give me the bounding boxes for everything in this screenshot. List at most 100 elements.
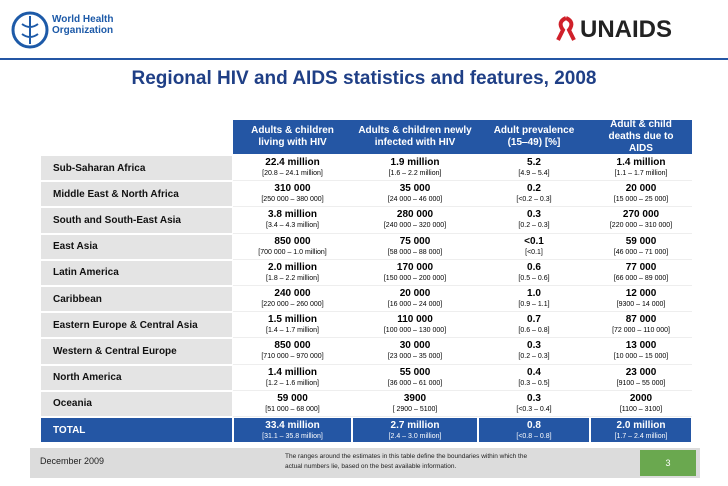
range: [36 000 – 61 000] (387, 379, 443, 387)
estimate: 0.6 (527, 261, 541, 273)
range: [250 000 – 380 000] (261, 196, 324, 204)
estimate: 35 000 (399, 183, 431, 195)
data-cell: 0.4 [0.3 – 0.5] (478, 365, 590, 391)
estimate: 0.3 (527, 392, 541, 404)
range: [0.2 – 0.3] (518, 353, 550, 361)
footer-date: December 2009 (40, 456, 105, 466)
data-cell: 3.8 million [3.4 – 4.3 million] (233, 207, 352, 234)
column-header: Adult prevalence (15‒49) [%] (478, 120, 590, 154)
data-cell: 75 000 [58 000 – 88 000] (352, 234, 478, 260)
estimate: 77 000 (625, 261, 657, 273)
range: [51 000 – 68 000] (265, 405, 320, 413)
estimate: 0.7 (527, 314, 541, 326)
range: [16 000 – 24 000] (387, 301, 443, 308)
estimate: 3900 (403, 392, 427, 404)
range: [3.4 – 4.3 million] (266, 222, 319, 230)
range: [0.9 – 1.1] (518, 301, 550, 308)
range: [24 000 – 46 000] (387, 196, 443, 204)
data-cell: 2.0 million [1.8 – 2.2 million] (233, 260, 352, 286)
range: [0.2 – 0.3] (518, 222, 550, 230)
range: [46 000 – 71 000] (613, 248, 669, 256)
data-cell: 33.4 million [31.1 – 35.8 million] (233, 417, 352, 444)
ribbon (556, 16, 576, 41)
range: [20.8 – 24.1 million] (262, 170, 323, 177)
estimate: 1.9 million (390, 157, 440, 168)
data-cell: 3900[ 2900 – 5100] (352, 391, 478, 417)
range: [0.6 – 0.8] (518, 327, 550, 335)
estimate: 20 000 (625, 183, 657, 195)
estimate: 23 000 (625, 366, 657, 378)
region-cell: Latin America (40, 259, 233, 286)
range: [9100 – 55 000] (616, 379, 666, 387)
region-cell: Caribbean (40, 286, 233, 313)
range: [<0.8 – 0.8] (516, 433, 552, 440)
range: [<0.1] (525, 248, 543, 256)
logo-line: World Health (52, 14, 114, 25)
title: Regional HIV and AIDS statistics and fea… (131, 68, 597, 89)
estimate: <0.1 (524, 235, 544, 247)
unaids-logo: UNAIDS (580, 16, 673, 43)
column-header: Adults & children living with HIV (233, 120, 352, 154)
estimate: 13 000 (625, 340, 657, 352)
data-cell: <0.1 [<0.1] (478, 234, 590, 260)
data-cell: 5.2 [4.9 – 5.4] (478, 155, 590, 182)
data-cell: 1.4 million [1.1 – 1.7 million] (590, 155, 692, 182)
range: [710 000 – 970 000] (261, 353, 324, 361)
estimate: 270 000 (622, 209, 660, 221)
region-cell: TOTAL (40, 417, 233, 444)
range: [31.1 – 35.8 million] (262, 433, 323, 440)
range: [ 2900 – 5100] (392, 405, 438, 413)
data-cell: 2000 [1100 – 3100] (590, 391, 692, 417)
data-cell: 1.0 [0.9 – 1.1] (478, 286, 590, 313)
region-cell: Sub-Saharan Africa (40, 155, 233, 182)
data-cell: 0.3 [0.2 – 0.3] (478, 338, 590, 365)
data-cell: 0.2 [<0.2 – 0.3] (478, 181, 590, 208)
estimate: 0.2 (527, 183, 541, 195)
data-cell: 2.0 million [1.7 – 2.4 million] (590, 417, 692, 444)
region-cell: Western & Central Europe (40, 338, 233, 365)
range: [1.7 – 2.4 million] (614, 433, 668, 440)
data-cell: 12 000 [9300 – 14 000] (590, 286, 692, 313)
data-cell: 1.4 million [1.2 – 1.6 million] (233, 365, 352, 391)
range: [58 000 – 88 000] (387, 248, 443, 256)
data-cell: 1.9 million [1.6 – 2.2 million] (352, 155, 478, 182)
region-cell: Eastern Europe & Central Asia (40, 312, 233, 339)
estimate: 59 000 (277, 392, 308, 404)
range: [0.5 – 0.6] (518, 274, 550, 282)
data-cell: 280 000 [240 000 – 320 000] (352, 207, 478, 234)
column-header: Adult & child deaths due to AIDS (590, 119, 692, 154)
estimate: 310 000 (274, 183, 311, 195)
data-cell: 850 000 [700 000 – 1.0 million] (233, 234, 352, 260)
data-cell: 170 000 [150 000 – 200 000] (352, 260, 478, 286)
data-cell: 0.3 [0.2 – 0.3] (478, 207, 590, 234)
region-cell: North America (40, 364, 233, 391)
region-cell: Middle East & North Africa (40, 181, 233, 208)
data-cell: 35 000 [24 000 – 46 000] (352, 181, 478, 208)
data-cell: 87 000 [72 000 – 110 000] (590, 312, 692, 339)
estimate: 110 000 (397, 314, 433, 326)
estimate: 20 000 (399, 288, 431, 299)
footer-bar (30, 448, 700, 478)
range: [1.8 – 2.2 million] (266, 274, 319, 282)
estimate: 30 000 (399, 340, 431, 352)
range: [1100 – 3100] (619, 405, 663, 413)
data-cell: 20 000 [15 000 – 25 000] (590, 181, 692, 208)
range: [220 000 – 310 000] (609, 222, 673, 230)
estimate: 75 000 (399, 235, 431, 247)
data-cell: 59 000 [51 000 – 68 000] (233, 391, 352, 417)
range: [<0.3 – 0.4] (516, 405, 552, 413)
range: [240 000 – 320 000] (383, 222, 447, 230)
estimate: 850 000 (274, 340, 311, 352)
estimate: 2000 (629, 392, 653, 404)
range: [4.9 – 5.4] (518, 170, 550, 177)
data-cell: 850 000 [710 000 – 970 000] (233, 338, 352, 365)
range: [1.4 – 1.7 million] (266, 327, 319, 335)
range: [1.1 – 1.7 million] (614, 170, 668, 177)
who-emblem (11, 11, 49, 49)
estimate: 12 000 (625, 288, 657, 299)
who-logo-text: World Health Organization (52, 14, 113, 36)
data-cell: 240 000 [220 000 – 260 000] (233, 286, 352, 313)
data-cell: 59 000 [46 000 – 71 000] (590, 234, 692, 260)
data-cell: 13 000 [10 000 – 15 000] (590, 338, 692, 365)
